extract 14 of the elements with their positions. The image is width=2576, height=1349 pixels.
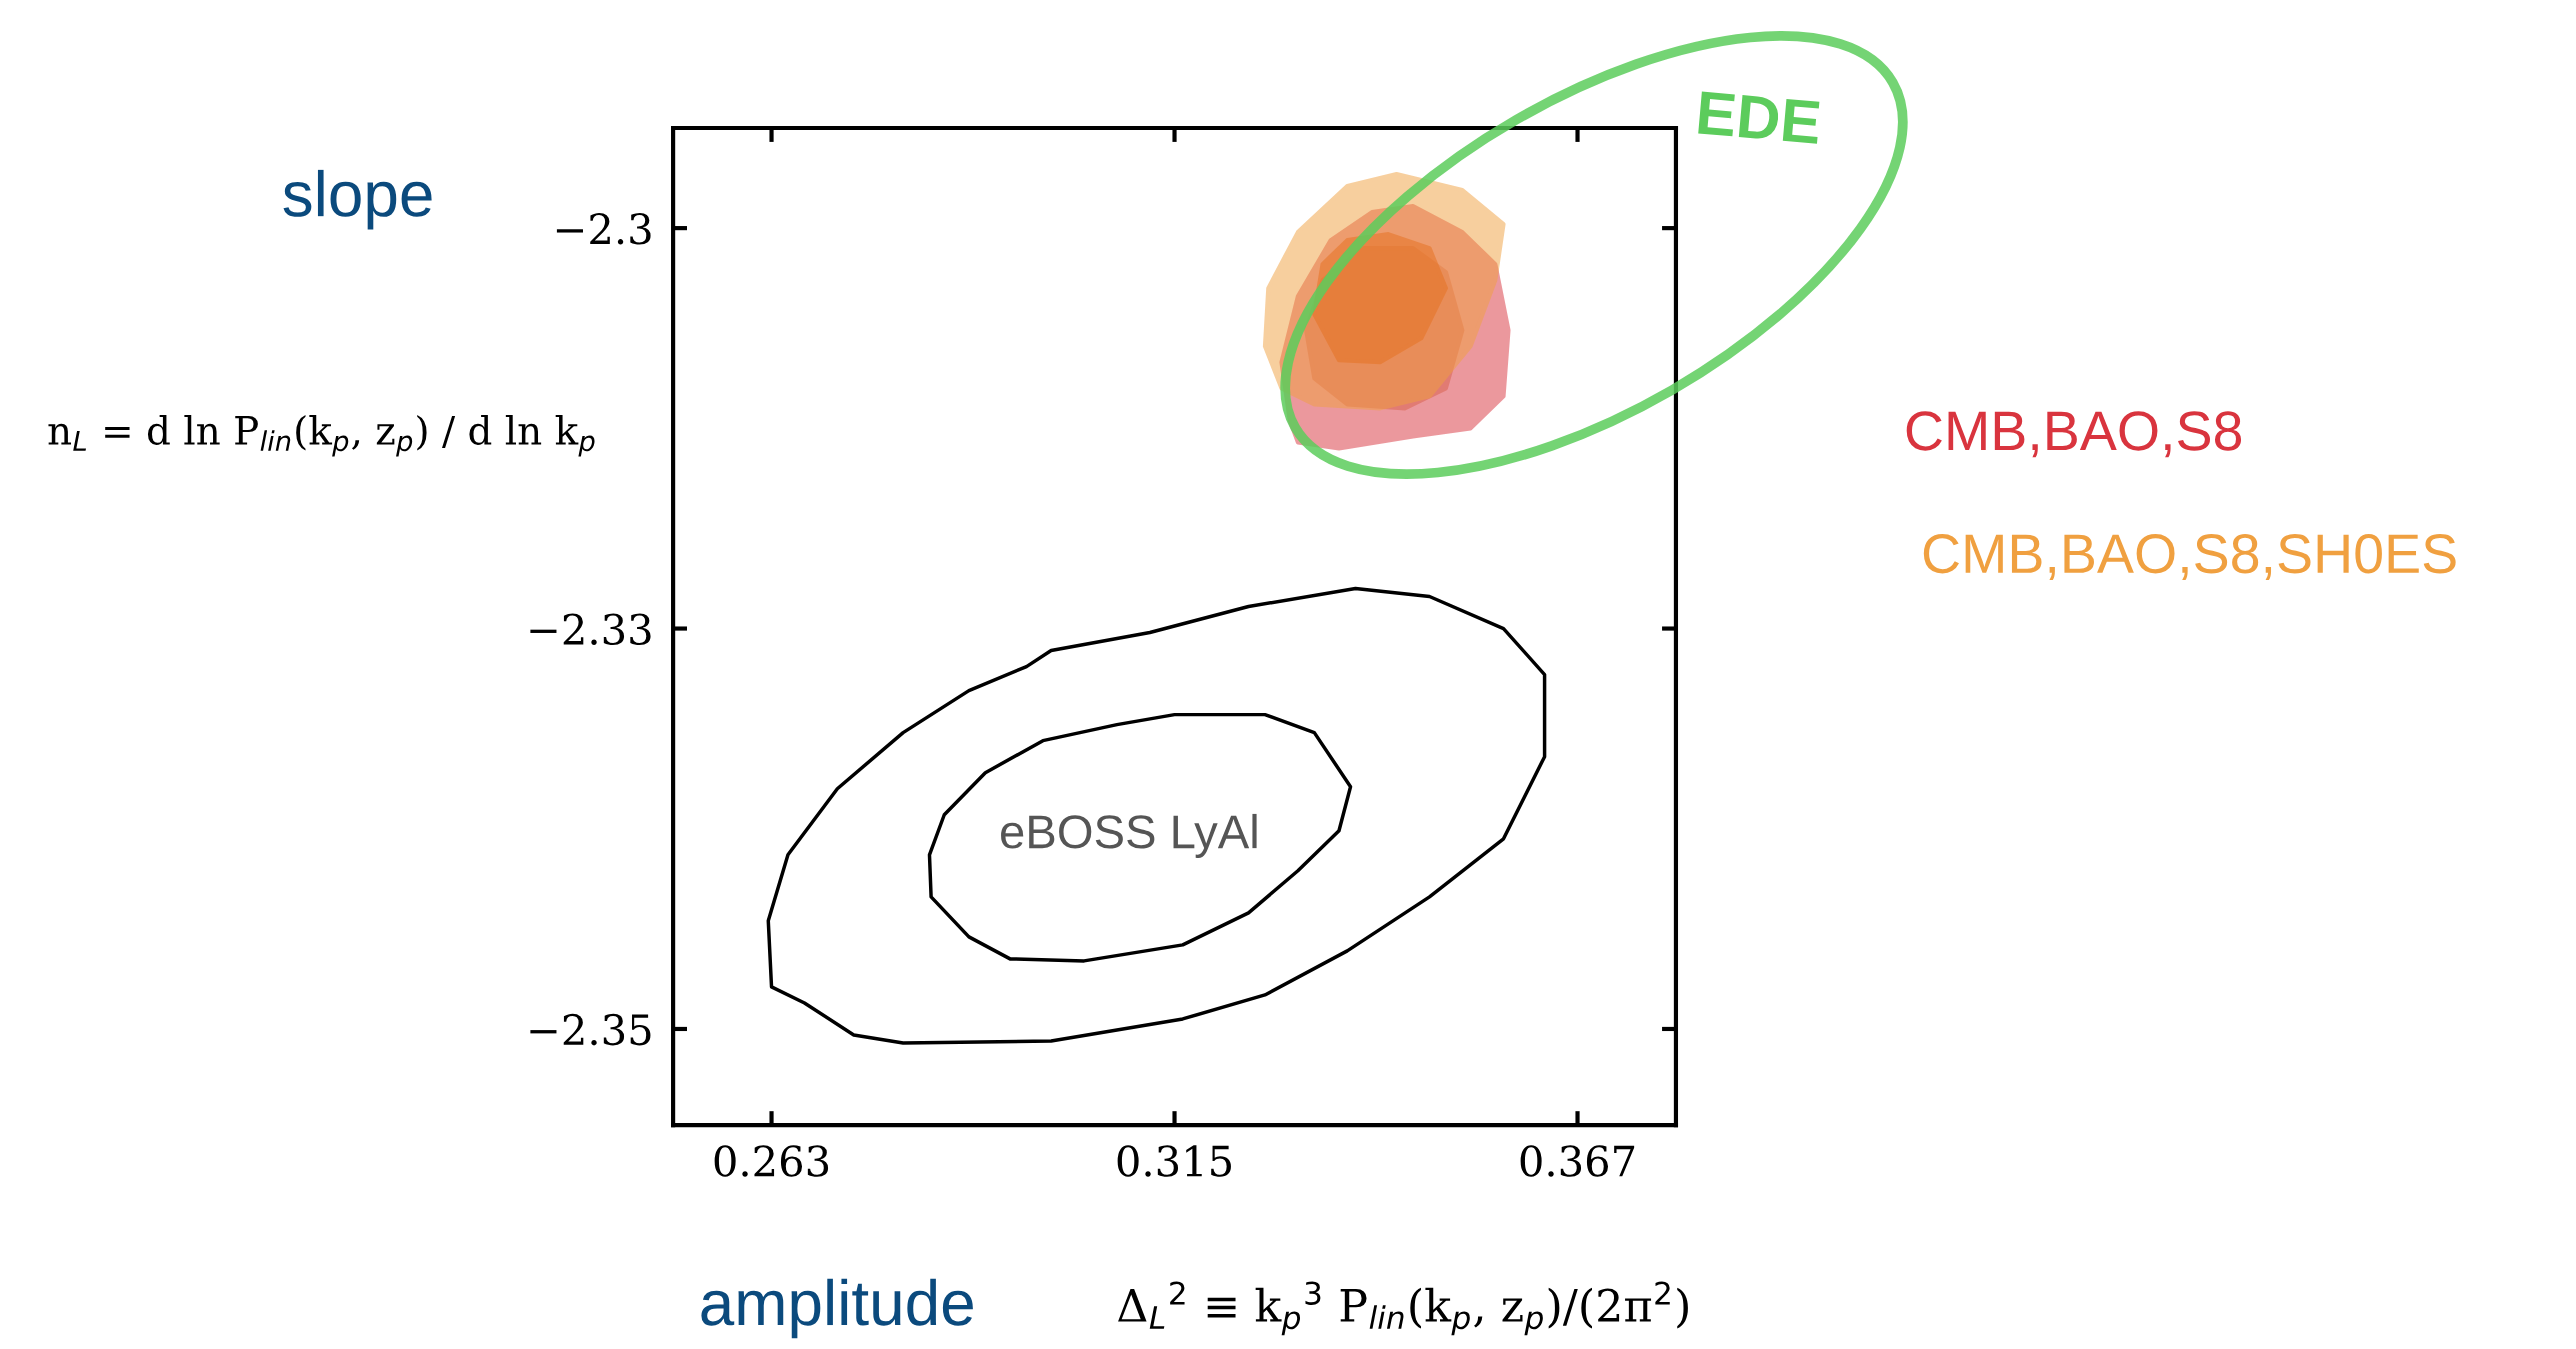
x-tick-label: 0.315 (1117, 1145, 1231, 1177)
text: CMB,BAO,S8,SH0ES (1923, 534, 2456, 580)
text: n$_{L}$ = d ln P$_{lin}$(k$_{p}$, z$_{p}$) / d ln k$_{p}$ (48, 414, 595, 457)
y-tick-label: −2.33 (530, 613, 651, 645)
x-tick-label: 0.367 (1520, 1145, 1635, 1177)
y-tick-label: −2.35 (530, 1013, 651, 1046)
text: CMB,BAO,S8 (1906, 411, 2242, 458)
y-axis-title: slope (283, 169, 432, 230)
x-tick-label: 0.263 (714, 1145, 829, 1177)
text: Δ$_{L}$$^{2}$ ≡ k$_{p}$$^{3}$ P$_{lin}$(k$_{p}$, z$_{p}$)/(2π$^{2}$) (1118, 1281, 1688, 1336)
annotation: eBOSS LyAl (1001, 813, 1257, 858)
y-tick-label: −2.3 (556, 213, 651, 245)
text: EDE (1698, 91, 1821, 144)
x-axis-title: amplitude (701, 1278, 973, 1339)
